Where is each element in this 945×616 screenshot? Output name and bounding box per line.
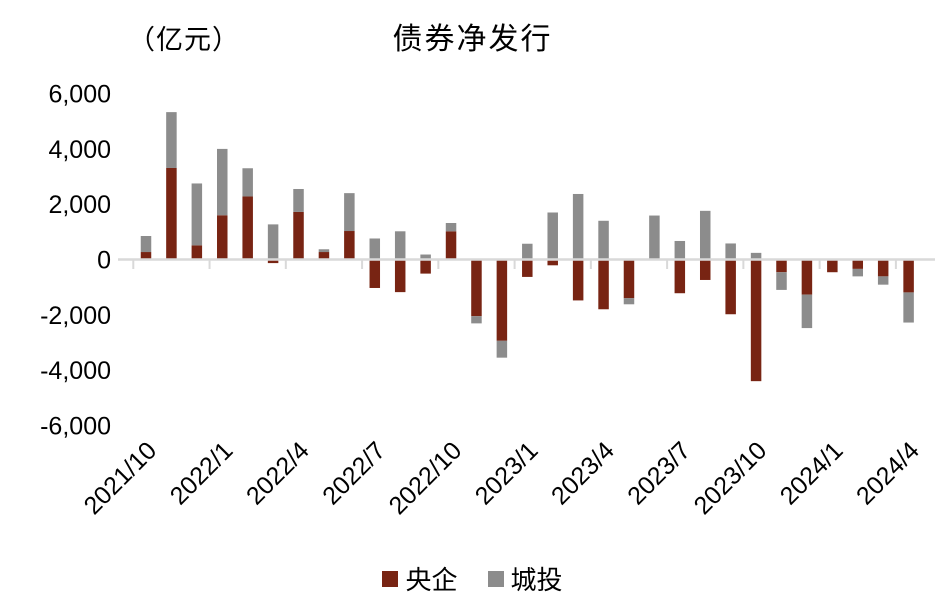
bar-segment-chengtou <box>293 188 304 212</box>
bar-segment-chengtou <box>750 252 762 260</box>
bar-segment-chengtou <box>903 292 914 323</box>
bar-segment-yangqi <box>623 259 635 299</box>
bar-segment-yangqi <box>572 259 584 301</box>
x-axis-tick-label: 2024/1 <box>775 436 849 510</box>
y-axis-tick-label: -4,000 <box>40 357 111 385</box>
bar-segment-yangqi <box>293 211 304 260</box>
x-axis-tick-label: 2022/7 <box>317 436 391 510</box>
bar-segment-chengtou <box>344 193 355 232</box>
bar-segment-yangqi <box>420 259 431 274</box>
bar-segment-chengtou <box>623 298 635 305</box>
bar-segment-chengtou <box>496 340 508 358</box>
bar-segment-chengtou <box>776 272 787 290</box>
bar-segment-chengtou <box>725 243 736 260</box>
bar-segment-yangqi <box>140 252 152 260</box>
x-axis-tick-label: 2021/10 <box>79 436 163 520</box>
bar-segment-yangqi <box>445 231 457 260</box>
legend-item-chengtou: 城投 <box>487 560 563 597</box>
bar-segment-yangqi <box>699 259 711 280</box>
bar-segment-yangqi <box>750 259 762 382</box>
bar-segment-yangqi <box>903 259 914 293</box>
y-axis-tick-label: 2,000 <box>48 191 111 219</box>
chart-title: 债券净发行 <box>392 23 553 56</box>
bar-segment-chengtou <box>801 294 813 329</box>
bar-segment-chengtou <box>649 215 660 260</box>
bar-segment-chengtou <box>394 231 406 260</box>
x-axis-tick-label: 2022/1 <box>165 436 239 510</box>
legend-label-yangqi: 央企 <box>405 565 458 595</box>
bar-segment-yangqi <box>267 259 279 264</box>
bar-segment-yangqi <box>318 252 330 260</box>
bar-segment-chengtou <box>369 238 381 260</box>
legend-item-yangqi: 央企 <box>382 560 458 597</box>
bar-segment-chengtou <box>242 168 253 197</box>
x-axis-tick-label: 2023/4 <box>546 436 620 510</box>
y-axis-tick-label: -6,000 <box>40 412 111 440</box>
bar-segment-yangqi <box>827 259 838 273</box>
bar-segment-yangqi <box>852 259 864 269</box>
bar-segment-yangqi <box>191 245 203 260</box>
bar-segment-yangqi <box>877 259 889 277</box>
y-axis-unit-label: （亿元） <box>128 25 240 55</box>
bar-segment-chengtou <box>267 224 279 260</box>
bar-segment-chengtou <box>674 240 686 260</box>
bar-segment-chengtou <box>140 235 152 253</box>
bar-segment-yangqi <box>801 259 813 295</box>
y-axis-tick-label: 0 <box>97 247 111 275</box>
legend: 央企 城投 <box>0 560 945 597</box>
x-axis-tick-label: 2023/10 <box>689 436 773 520</box>
bar-segment-yangqi <box>394 259 406 293</box>
legend-swatch-yangqi-icon <box>382 570 399 587</box>
bar-segment-chengtou <box>420 254 431 260</box>
x-axis-tick-label: 2022/4 <box>241 436 315 510</box>
bar-segment-yangqi <box>217 215 228 260</box>
bar-segment-chengtou <box>572 193 584 260</box>
legend-swatch-chengtou-icon <box>487 570 504 587</box>
bar-segment-yangqi <box>344 231 355 260</box>
bar-segment-chengtou <box>852 268 864 277</box>
x-axis-tick-label: 2022/10 <box>384 436 468 520</box>
bar-segment-yangqi <box>242 196 253 260</box>
bar-segment-yangqi <box>471 259 482 317</box>
bar-segment-chengtou <box>445 223 457 232</box>
bar-segment-chengtou <box>318 249 330 253</box>
bar-segment-chengtou <box>547 212 558 260</box>
y-axis-tick-label: 4,000 <box>48 136 111 164</box>
bar-segment-yangqi <box>547 259 558 266</box>
bar-segment-chengtou <box>598 220 609 260</box>
bar-segment-chengtou <box>471 316 482 324</box>
bar-segment-yangqi <box>776 259 787 273</box>
bar-segment-yangqi <box>496 259 508 341</box>
bar-segment-chengtou <box>877 276 889 285</box>
legend-label-chengtou: 城投 <box>510 565 563 595</box>
x-axis-tick-label: 2023/7 <box>622 436 696 510</box>
bar-segment-yangqi <box>522 259 533 277</box>
bar-segment-yangqi <box>598 259 609 310</box>
x-axis-tick-label: 2024/4 <box>851 436 925 510</box>
bar-segment-yangqi <box>674 259 686 294</box>
bar-segment-yangqi <box>369 259 381 288</box>
y-axis-tick-label: -2,000 <box>40 302 111 330</box>
x-axis-tick-label: 2023/1 <box>470 436 544 510</box>
y-axis-tick-label: 6,000 <box>48 81 111 109</box>
bar-segment-yangqi <box>166 167 177 260</box>
bar-segment-chengtou <box>166 112 177 168</box>
bar-segment-chengtou <box>217 148 228 216</box>
bar-segment-chengtou <box>191 183 203 246</box>
bar-segment-yangqi <box>725 259 736 315</box>
bar-segment-chengtou <box>699 210 711 260</box>
bar-segment-chengtou <box>522 243 533 260</box>
